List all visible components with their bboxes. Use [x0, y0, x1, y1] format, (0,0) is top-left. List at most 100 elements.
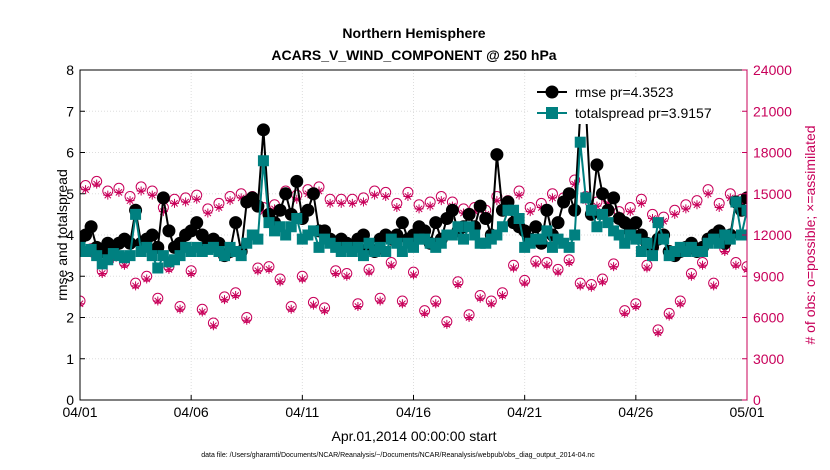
obs-assimilated-point [253, 266, 263, 276]
obs-assimilated-point [131, 281, 141, 291]
totalspread-point [319, 233, 331, 245]
totalspread-point [669, 246, 681, 257]
obs-assimilated-point [542, 260, 552, 270]
obs-assimilated-stroke [637, 199, 645, 207]
obs-assimilated-point [97, 269, 107, 278]
totalspread-point [641, 237, 653, 249]
obs-assimilated-stroke [443, 320, 451, 328]
obs-assimilated-stroke [221, 296, 229, 304]
obs-assimilated-point [714, 203, 724, 212]
obs-assimilated-point [186, 269, 196, 278]
totalspread-point [713, 237, 725, 249]
rmse-point [290, 174, 304, 188]
obs-assimilated-stroke [265, 265, 273, 273]
obs-assimilated-point [242, 315, 252, 325]
totalspread-point [608, 225, 620, 237]
totalspread-point [624, 229, 636, 241]
totalspread-point [130, 208, 142, 220]
obs-assimilated-point [325, 198, 335, 208]
obs-assimilated-stroke [565, 258, 573, 267]
obs-assimilated-stroke [548, 194, 556, 202]
obs-assimilated-stroke [359, 198, 367, 206]
obs-assimilated-stroke [309, 301, 317, 309]
totalspread-point [85, 243, 97, 255]
obs-assimilated-stroke [332, 269, 340, 278]
obs-assimilated-point [564, 258, 574, 267]
obs-assimilated-point [92, 179, 102, 189]
totalspread-point [396, 246, 408, 257]
obs-assimilated-point [670, 209, 680, 219]
totalspread-point [674, 241, 686, 253]
rmse-point [595, 187, 609, 201]
totalspread-point [524, 237, 536, 249]
obs-assimilated-point [547, 193, 557, 203]
totalspread-point [296, 233, 308, 245]
legend-rmse-marker [545, 85, 559, 99]
legend-rmse-label: rmse pr=4.3523 [575, 84, 674, 100]
obs-assimilated-point [509, 263, 519, 273]
x-tick-label: 04/01 [62, 404, 97, 420]
obs-assimilated-stroke [432, 300, 440, 308]
obs-assimilated-point [231, 291, 241, 300]
y-axis-label-right: # of obs: o=possible; ×=assimilated [802, 125, 818, 344]
obs-assimilated-stroke [382, 192, 390, 201]
totalspread-point [302, 229, 314, 241]
totalspread-point [357, 250, 369, 262]
y-tick-label-left: 2 [66, 310, 74, 326]
rmse-point [123, 236, 137, 250]
totalspread-point [174, 250, 186, 262]
obs-assimilated-point [381, 192, 391, 201]
y-tick-label-right: 18000 [753, 145, 792, 161]
obs-assimilated-point [442, 319, 452, 329]
totalspread-point [330, 241, 342, 253]
obs-assimilated-stroke [704, 190, 712, 198]
totalspread-point [708, 233, 720, 245]
chart-title-line-1: Northern Hemisphere [342, 25, 485, 41]
obs-assimilated-stroke [426, 202, 434, 210]
obs-assimilated-stroke [693, 201, 701, 209]
totalspread-point [369, 246, 381, 257]
obs-assimilated-stroke [437, 197, 445, 205]
obs-assimilated-stroke [654, 329, 662, 337]
totalspread-point [452, 221, 464, 233]
obs-assimilated-stroke [276, 278, 284, 286]
totalspread-point [274, 221, 286, 233]
obs-assimilated-stroke [676, 300, 684, 308]
totalspread-point [441, 229, 453, 241]
obs-assimilated-point [308, 300, 318, 310]
obs-assimilated-point [347, 198, 357, 208]
rmse-point [590, 158, 604, 172]
totalspread-point [663, 250, 675, 262]
obs-assimilated-stroke [554, 268, 562, 276]
rmse-point [562, 187, 576, 201]
obs-assimilated-stroke [365, 268, 373, 276]
obs-assimilated-point [675, 299, 685, 309]
obs-assimilated-stroke [226, 197, 234, 205]
obs-assimilated-stroke [132, 282, 140, 290]
obs-assimilated-stroke [82, 186, 90, 194]
obs-assimilated-stroke [198, 308, 206, 316]
rmse-point [551, 216, 565, 230]
y-tick-label-left: 0 [66, 392, 74, 408]
obs-assimilated-point [80, 299, 85, 309]
y-tick-label-left: 4 [66, 227, 74, 243]
totalspread-point [630, 233, 642, 245]
totalspread-point [408, 241, 419, 253]
totalspread-point [424, 237, 436, 249]
obs-assimilated-stroke [182, 198, 190, 206]
rmse-point [740, 191, 747, 205]
obs-assimilated-point [525, 207, 535, 217]
obs-assimilated-point [142, 274, 152, 284]
totalspread-point [474, 237, 486, 249]
obs-assimilated-stroke [526, 208, 534, 216]
obs-assimilated-stroke [371, 191, 379, 199]
totalspread-point [508, 204, 520, 216]
x-tick-label: 04/16 [396, 404, 431, 420]
totalspread-point [619, 237, 631, 249]
totalspread-point [280, 229, 292, 241]
totalspread-point [363, 237, 375, 249]
totalspread-point [124, 250, 136, 262]
rmse-point [156, 191, 170, 205]
obs-assimilated-stroke [126, 197, 134, 205]
